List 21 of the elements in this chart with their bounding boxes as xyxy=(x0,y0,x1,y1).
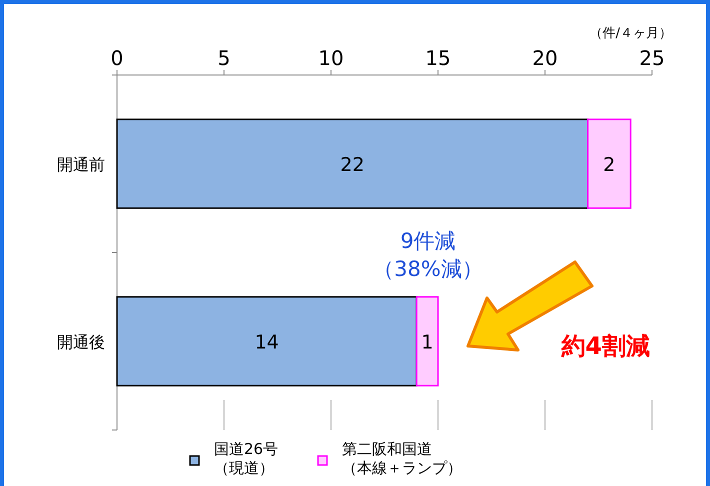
bar xyxy=(116,296,418,386)
legend-label: 第二阪和国道（本線＋ランプ） xyxy=(342,440,462,477)
bar xyxy=(416,296,439,386)
data-label: 1 xyxy=(421,331,434,354)
annotation: 9件減（38%減） xyxy=(373,229,483,281)
y-tick-label: 開通後 xyxy=(57,332,105,352)
bar xyxy=(587,118,632,209)
x-tick-label: 5 xyxy=(218,46,230,70)
x-tick-label: 15 xyxy=(425,46,451,70)
x-tick-label: 0 xyxy=(110,46,124,70)
data-label: 14 xyxy=(254,331,279,354)
x-tick-label: 20 xyxy=(532,46,558,70)
y-tick-label: 開通前 xyxy=(57,154,105,174)
bar xyxy=(116,118,589,209)
x-tick-label: 25 xyxy=(639,46,665,70)
data-label: 2 xyxy=(603,154,616,176)
x-axis-title: （件/４ヶ月） xyxy=(590,26,672,41)
data-label: 22 xyxy=(340,154,364,176)
legend-label: 国道26号（現道） xyxy=(214,440,278,477)
annotation: 約4割減 xyxy=(560,332,650,360)
x-tick-label: 10 xyxy=(318,46,344,70)
